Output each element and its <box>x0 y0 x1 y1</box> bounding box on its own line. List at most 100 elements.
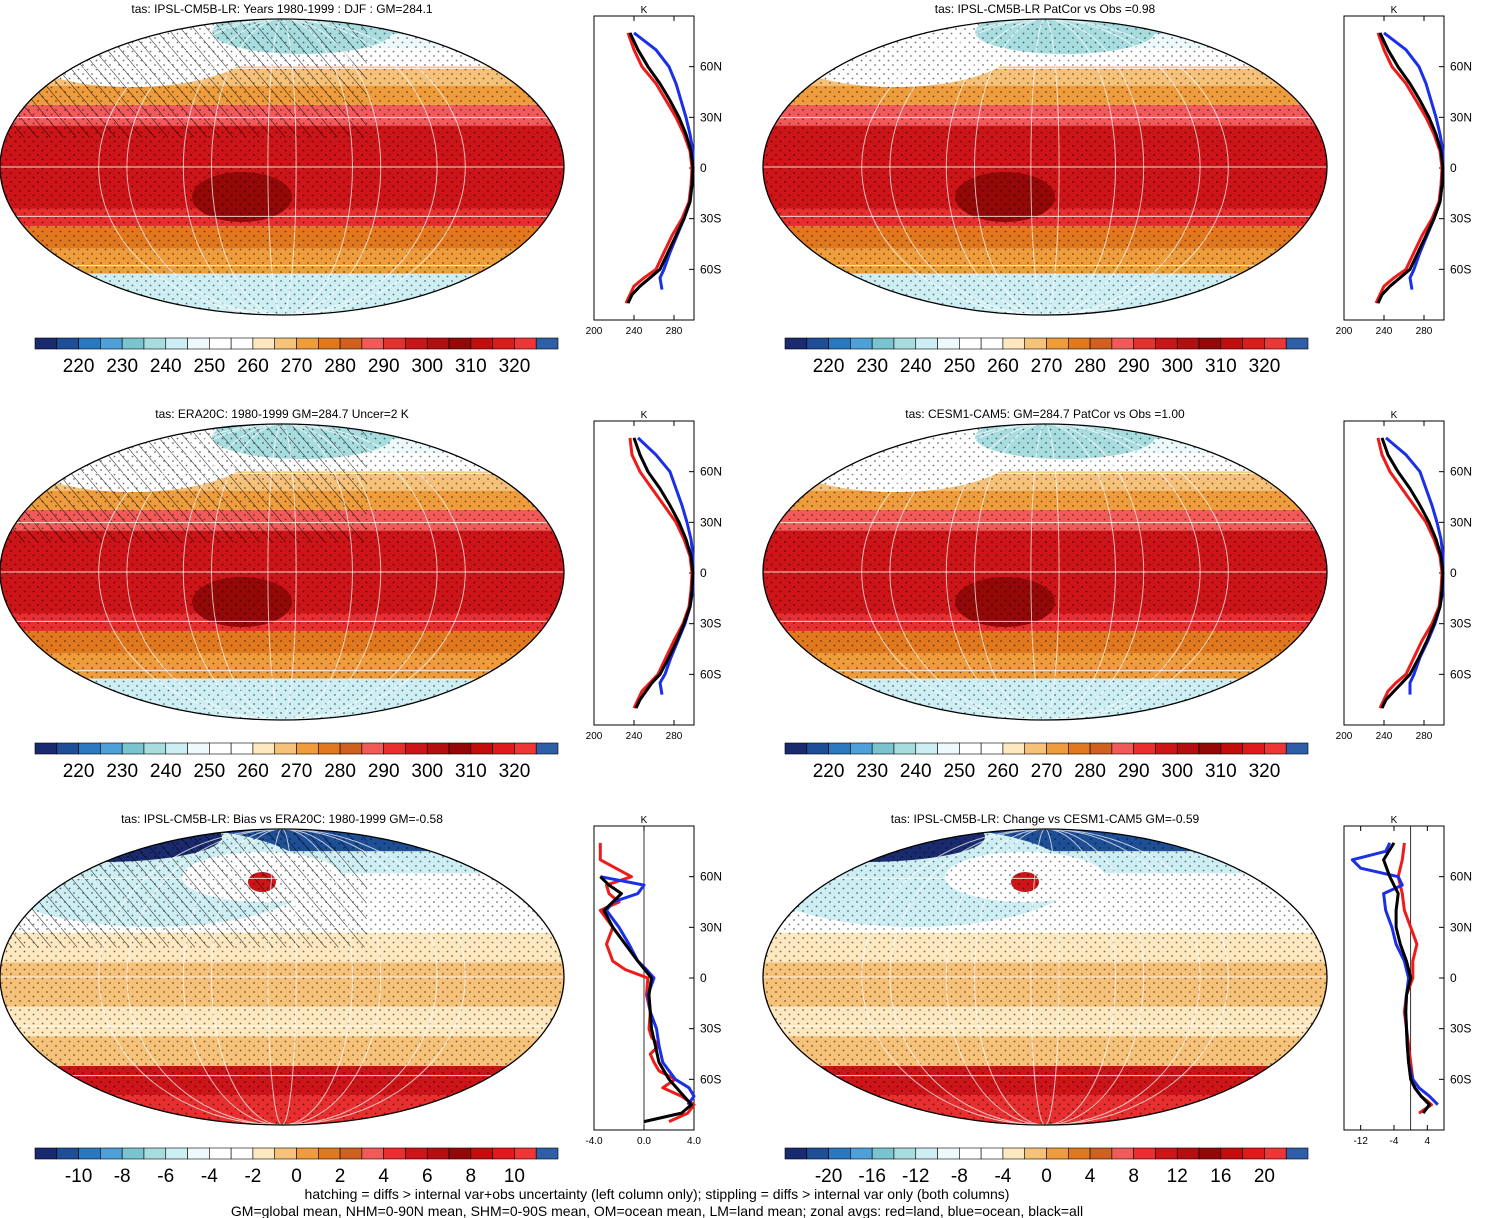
colorbar-label: 290 <box>368 356 400 377</box>
colorbar-swatch <box>1155 337 1178 350</box>
colorbar-label: 320 <box>1249 356 1281 377</box>
x-tick-label: 240 <box>1376 326 1393 337</box>
map-fill <box>763 424 1327 720</box>
panel-2-colorbar: 220 230 240 250 260 270 280 290 300 310 320 <box>784 337 1309 377</box>
colorbar-swatch <box>915 1147 938 1160</box>
panel-3-zonal-profile: K 60N 30N 0 30S 60S 200 240 280 <box>586 410 722 742</box>
colorbar-swatch <box>252 1147 276 1160</box>
colorbar-swatch <box>296 742 319 755</box>
colorbar-swatch <box>828 1147 851 1160</box>
graticule-lon <box>211 829 353 1125</box>
colorbar-swatch <box>784 742 808 755</box>
lat-tick-label: 60S <box>1450 667 1471 681</box>
colorbar-swatch <box>850 337 873 350</box>
colorbar-swatch <box>1285 742 1309 755</box>
colorbar-label: 280 <box>324 356 356 377</box>
zonal-line-land <box>598 842 696 1123</box>
colorbar-swatch <box>121 742 145 755</box>
lat-tick-label: 60N <box>1450 60 1472 74</box>
map-fill <box>0 829 564 1125</box>
colorbar-label: 260 <box>237 356 269 377</box>
panel-1-zonal-profile: K 60N 30N 0 30S 60S 200 240 280 <box>586 5 722 337</box>
x-tick-label: -12 <box>1353 1136 1368 1147</box>
colorbar-label: 0 <box>1041 1166 1052 1187</box>
colorbar-swatch <box>100 742 123 755</box>
panel-4-title: tas: CESM1-CAM5: GM=284.7 PatCor vs Obs … <box>905 407 1185 421</box>
colorbar-swatch <box>230 742 254 755</box>
colorbar-swatch <box>915 742 938 755</box>
colorbar-swatch <box>252 337 276 350</box>
colorbar-swatch <box>893 742 917 755</box>
colorbar-label: 6 <box>422 1166 433 1187</box>
colorbar-swatch <box>78 337 101 350</box>
panel-6-zonal-profile: K 60N 30N 0 30S 60S -12 -4 4 <box>1343 815 1472 1147</box>
colorbar-swatch <box>937 1147 960 1160</box>
colorbar-swatch <box>535 742 559 755</box>
colorbar-swatch <box>514 337 537 350</box>
colorbar-label: 220 <box>63 761 95 782</box>
colorbar-swatch <box>34 337 58 350</box>
graticule-lon <box>861 829 1229 1125</box>
colorbar-label: 300 <box>411 356 443 377</box>
colorbar-swatch <box>514 1147 537 1160</box>
zonal-line-all <box>1380 437 1445 709</box>
x-tick-label: 0.0 <box>637 1136 651 1147</box>
lat-tick-label: 0 <box>1450 971 1457 985</box>
lat-tick-label: 30N <box>1450 110 1472 124</box>
lat-tick-label: 60N <box>1450 465 1472 479</box>
graticule-lon <box>267 19 297 315</box>
colorbar-label: 250 <box>943 356 975 377</box>
colorbar-swatch <box>274 1147 297 1160</box>
colorbar-label: 240 <box>900 356 932 377</box>
colorbar-swatch <box>492 337 515 350</box>
footer-line-2: GM=global mean, NHM=0-90N mean, SHM=0-90… <box>231 1203 1083 1218</box>
colorbar-swatch <box>34 742 58 755</box>
lat-tick-label: 60S <box>1450 1072 1471 1086</box>
colorbar-swatch <box>871 742 895 755</box>
colorbar-swatch <box>1176 1147 1200 1160</box>
graticule-lon <box>98 424 466 720</box>
colorbar-swatch <box>56 1147 79 1160</box>
colorbar-swatch <box>1067 742 1091 755</box>
colorbar-swatch <box>1285 1147 1309 1160</box>
zonal-unit-label: K <box>1391 5 1398 16</box>
colorbar-swatch <box>1155 1147 1178 1160</box>
colorbar-swatch <box>514 742 537 755</box>
map-border <box>0 828 565 1126</box>
colorbar-swatch <box>1264 1147 1287 1160</box>
panel-5: tas: IPSL-CM5B-LR: Bias vs ERA20C: 1980-… <box>0 812 722 1187</box>
zonal-line-land <box>1396 842 1433 1115</box>
colorbar-label: -4 <box>201 1166 218 1187</box>
colorbar-swatch <box>448 742 472 755</box>
colorbar-label: 280 <box>1074 761 1106 782</box>
colorbar-swatch <box>383 337 406 350</box>
colorbar-swatch <box>980 337 1004 350</box>
x-tick-label: 4 <box>1425 1136 1431 1147</box>
colorbar-label: -12 <box>902 1166 929 1187</box>
colorbar-label: 220 <box>813 356 845 377</box>
colorbar-swatch <box>1024 742 1047 755</box>
lat-tick-label: 60N <box>700 870 722 884</box>
colorbar-label: 10 <box>504 1166 525 1187</box>
lat-tick-label: 30N <box>1450 515 1472 529</box>
colorbar-swatch <box>361 337 384 350</box>
colorbar-label: 270 <box>281 761 313 782</box>
colorbar-swatch <box>339 1147 363 1160</box>
x-tick-label: 200 <box>586 731 603 742</box>
lat-tick-label: 60S <box>700 262 721 276</box>
colorbar-swatch <box>1089 1147 1113 1160</box>
panel-5-title: tas: IPSL-CM5B-LR: Bias vs ERA20C: 1980-… <box>121 812 443 826</box>
colorbar-label: 290 <box>1118 761 1150 782</box>
colorbar-swatch <box>405 337 428 350</box>
colorbar-swatch <box>1176 337 1200 350</box>
hatching <box>0 829 367 948</box>
colorbar-label: 4 <box>378 1166 389 1187</box>
lat-tick-label: 60S <box>1450 262 1471 276</box>
lat-tick-label: 30N <box>1450 920 1472 934</box>
colorbar-label: -4 <box>994 1166 1011 1187</box>
footer-line-1: hatching = diffs > internal var+obs unce… <box>305 1186 1010 1202</box>
colorbar-swatch <box>1242 337 1265 350</box>
lat-tick-label: 60S <box>700 1072 721 1086</box>
colorbar-swatch <box>1242 1147 1265 1160</box>
